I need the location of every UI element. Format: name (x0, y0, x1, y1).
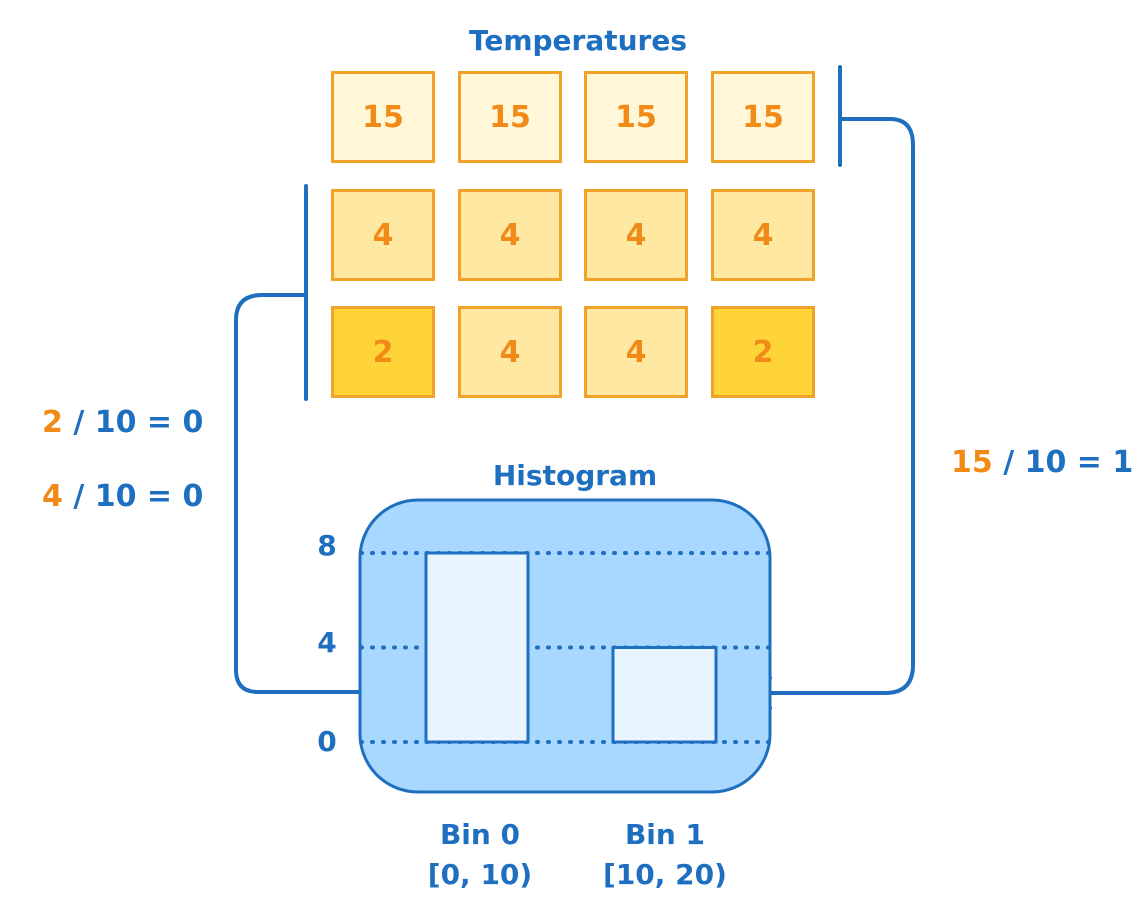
bin-1-range: [10, 20) (603, 858, 727, 891)
calculation-value: 2 (42, 405, 63, 440)
temperature-cell: 4 (458, 189, 562, 281)
temperatures-title: Temperatures (468, 24, 688, 57)
calculation-expression: / 10 = 0 (73, 479, 204, 514)
left-arrow (234, 293, 415, 694)
left-calculation-4: 4 / 10 = 0 (42, 479, 203, 514)
y-axis-tick-0: 0 (317, 725, 337, 758)
temperature-cell: 15 (711, 71, 815, 163)
temperature-cell: 2 (711, 306, 815, 398)
temperature-cell: 4 (584, 189, 688, 281)
right-calculation-15: 15 / 10 = 1 (951, 445, 1133, 480)
bin-0-label: Bin 0 [0, 10) (395, 815, 565, 895)
calculation-value: 4 (42, 479, 63, 514)
bin-0-name: Bin 0 (439, 818, 521, 851)
histogram-bar-1 (611, 646, 718, 744)
histogram-chart (358, 498, 772, 794)
temperature-cell: 2 (331, 306, 435, 398)
bin-0-range: [0, 10) (427, 858, 533, 891)
histogram-bar-0 (424, 551, 530, 744)
y-axis-tick-4: 4 (317, 626, 337, 659)
right-arrow (728, 117, 915, 695)
y-axis-tick-8: 8 (317, 529, 337, 562)
temperature-cell: 15 (331, 71, 435, 163)
calculation-value: 15 (951, 445, 993, 480)
calculation-expression: / 10 = 0 (73, 405, 204, 440)
temperature-cell: 15 (584, 71, 688, 163)
calculation-expression: / 10 = 1 (1003, 445, 1134, 480)
temperature-cell: 4 (711, 189, 815, 281)
temperature-cell: 4 (331, 189, 435, 281)
histogram-title: Histogram (492, 459, 658, 492)
temperature-cell: 15 (458, 71, 562, 163)
bin-1-name: Bin 1 (624, 818, 706, 851)
temperature-cell: 4 (584, 306, 688, 398)
temperature-cell: 4 (458, 306, 562, 398)
left-calculation-2: 2 / 10 = 0 (42, 405, 203, 440)
bin-1-label: Bin 1 [10, 20) (580, 815, 750, 895)
